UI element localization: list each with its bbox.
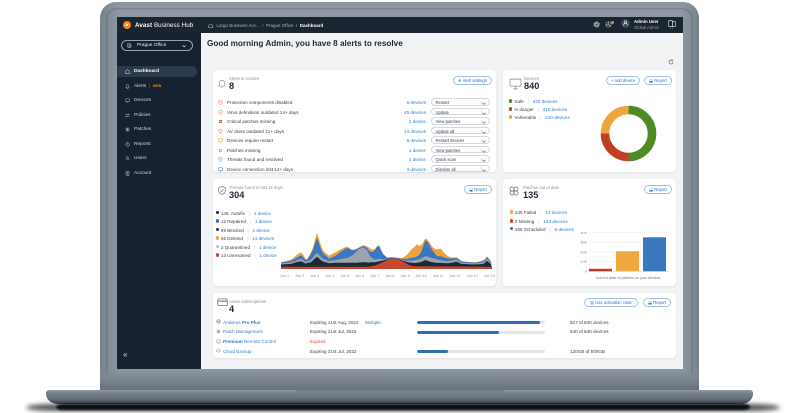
- svg-text:0: 0: [585, 269, 588, 274]
- svg-text:300: 300: [580, 240, 587, 245]
- svg-text:200: 200: [580, 249, 587, 254]
- svg-text:100: 100: [580, 259, 587, 264]
- svg-text:400: 400: [580, 232, 587, 235]
